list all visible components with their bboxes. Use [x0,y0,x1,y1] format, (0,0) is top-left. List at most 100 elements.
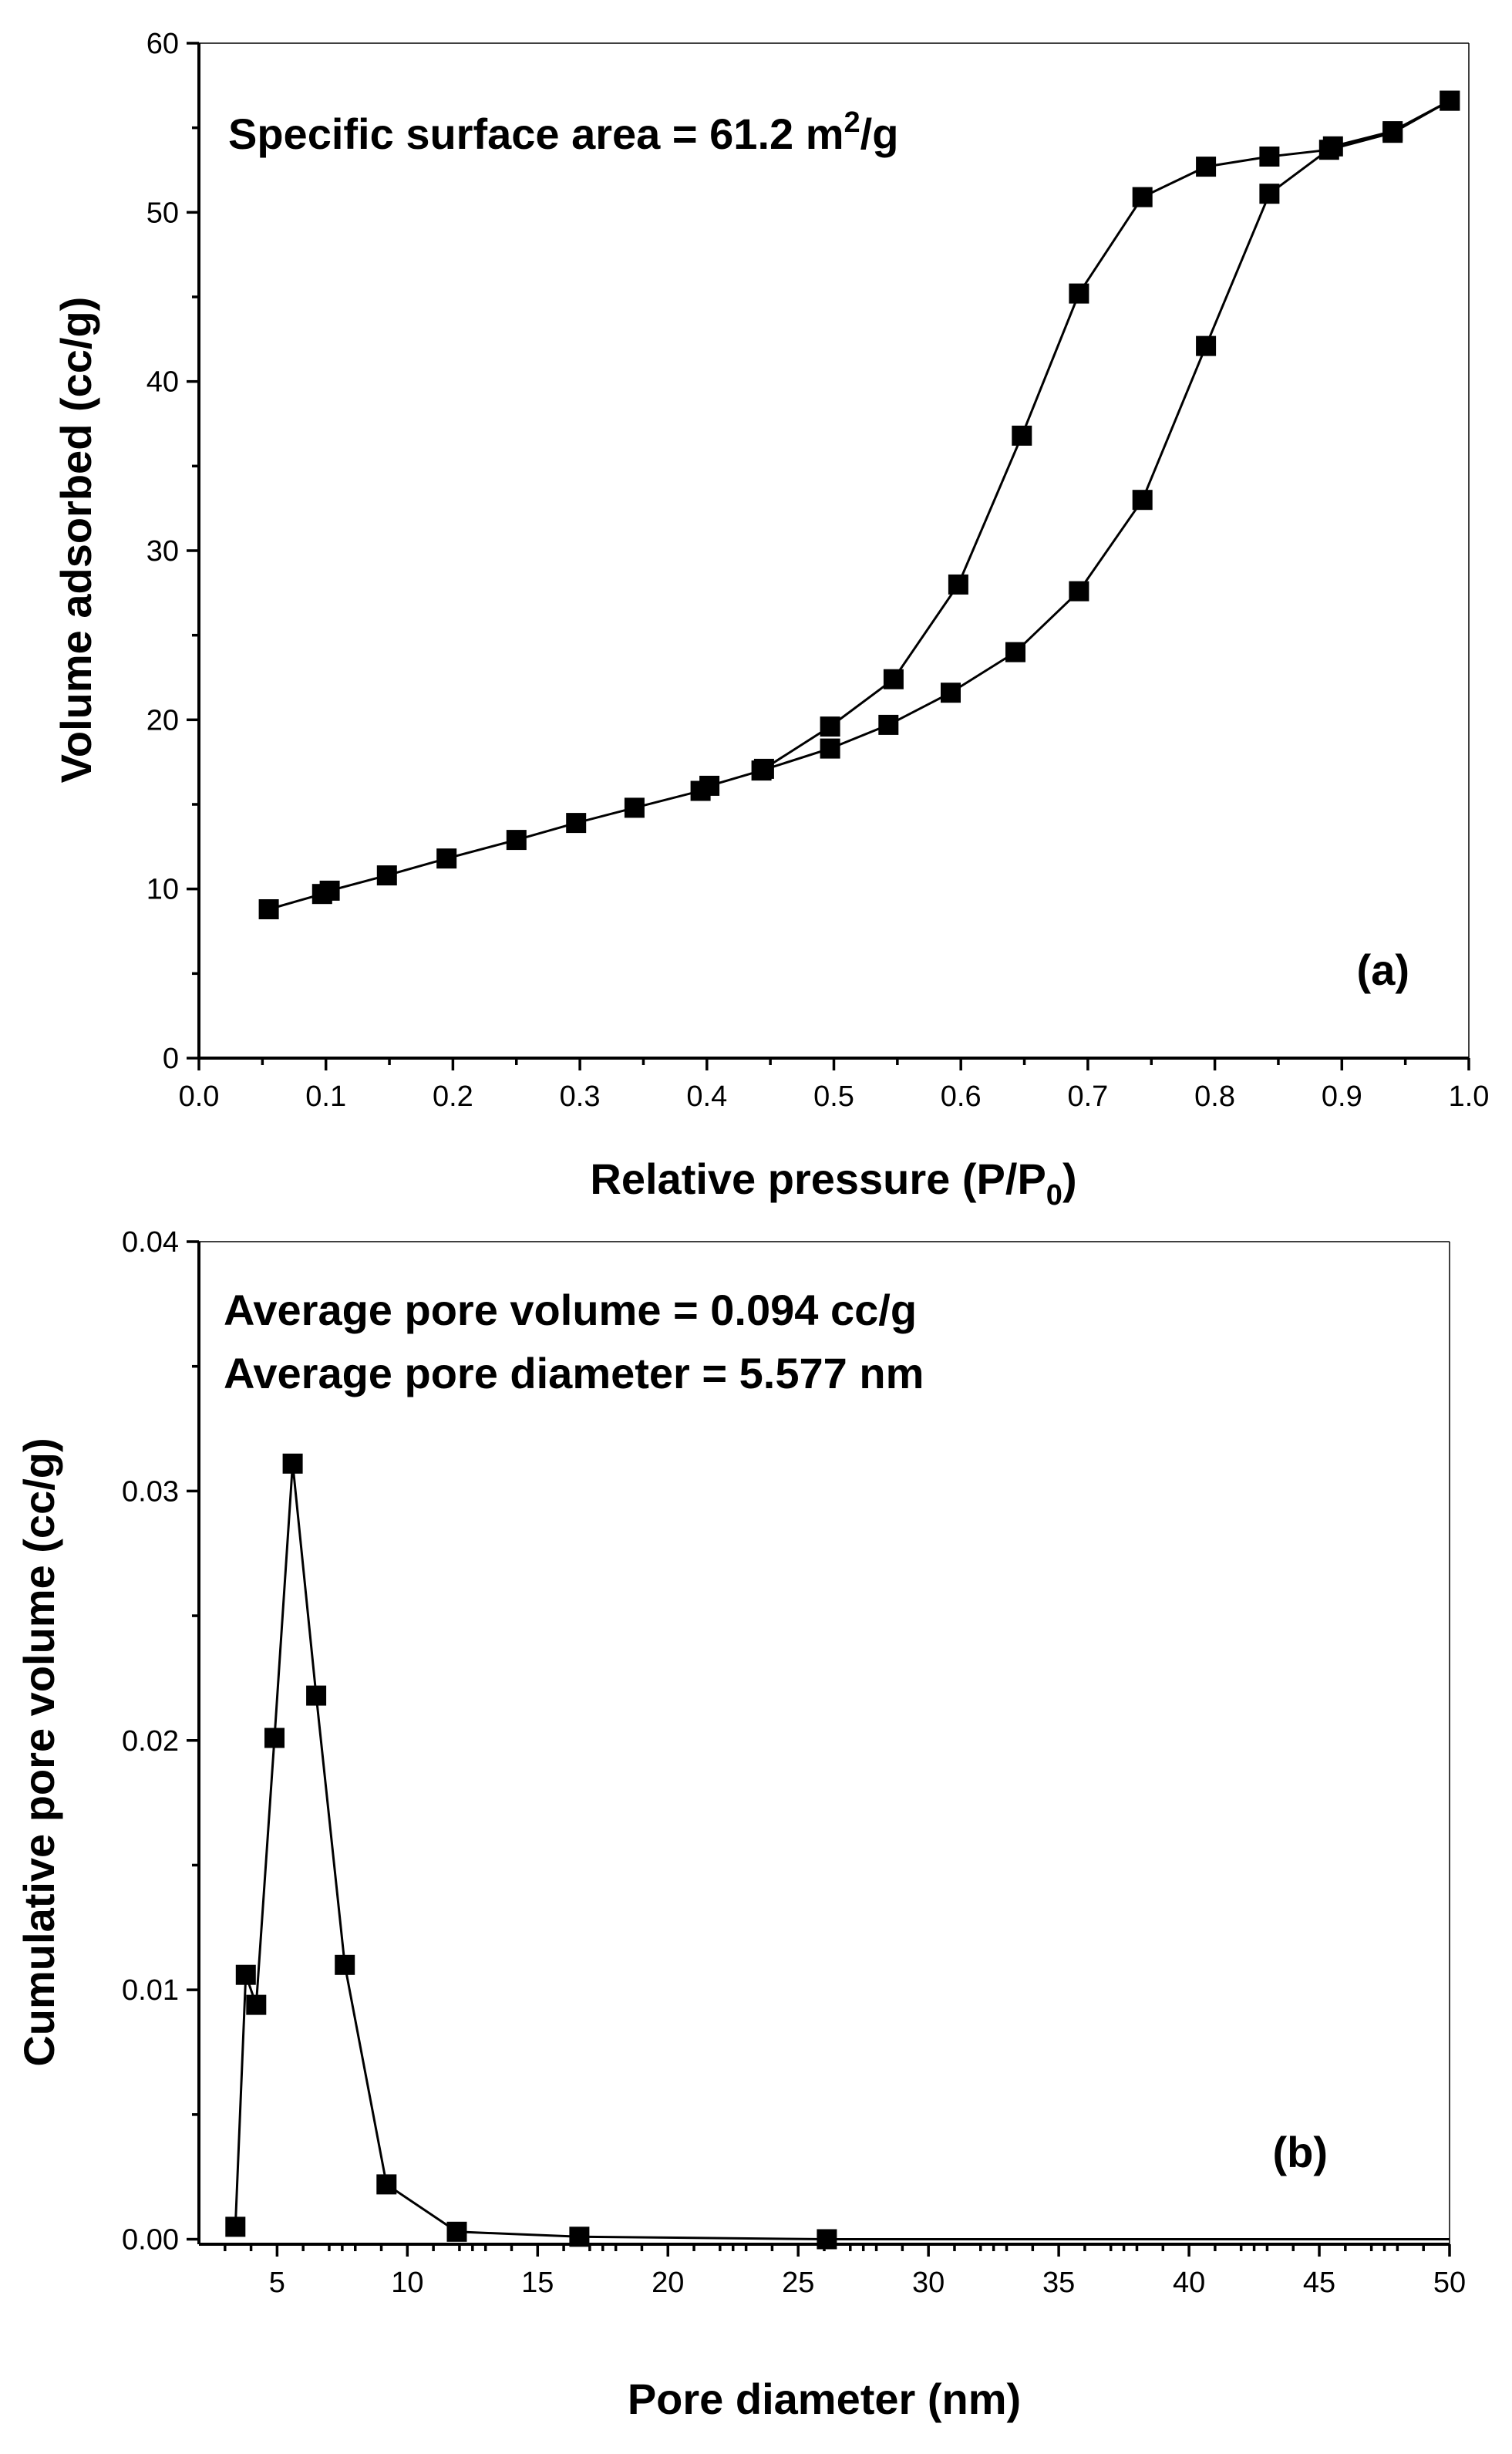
panel-b-data-point [376,2174,397,2195]
panel-b-x-tick-label: 40 [1173,2267,1205,2299]
panel-b-x-tick-label: 25 [782,2267,814,2299]
panel-b-series-line [234,1463,1450,2240]
panel-a-data-point [820,716,840,737]
panel-a-data-point [1132,490,1153,511]
panel-b-data-point [282,1453,303,1474]
panel-a-data-point [1132,187,1153,207]
panel-a-data-point [753,758,774,779]
panel-b-x-tick-label: 35 [1042,2267,1075,2299]
panel-a-y-tick-label: 30 [146,535,179,568]
panel-a-data-point [1069,581,1089,602]
panel-a-y-tick-label: 20 [146,704,179,737]
panel-a-y-tick-label: 0 [163,1043,179,1075]
panel-b-x-tick-label: 30 [912,2267,945,2299]
panel-a-ticks [187,42,1470,1070]
panel-a-annotation-superscript: 2 [844,106,860,139]
panel-a-data-point [566,813,587,834]
panel-b-x-tick-label: 20 [652,2267,684,2299]
panel-a-x-tick-label: 0.9 [1322,1080,1362,1113]
panel-a-x-axis-title-main: Relative pressure (P/P [590,1155,1046,1203]
panel-a-data-point [820,738,840,759]
panel-b-annotation-line-2: Average pore diameter = 5.577 nm [224,1349,924,1397]
panel-a-y-axis-title: Volume adsorbed (cc/g) [52,297,100,784]
panel-a-data-point [1069,283,1089,304]
panel-a-data-point [1259,147,1280,167]
panel-a-x-tick-label: 0.5 [813,1080,854,1113]
panel-a-x-tick-label: 1.0 [1449,1080,1490,1113]
panel-a-x-tick-label: 0.2 [433,1080,473,1113]
panel-a-x-tick-label: 0.4 [686,1080,727,1113]
panel-b-y-axis-title: Cumulative pore volume (cc/g) [15,1438,63,2066]
panel-a-series-line [268,99,1451,911]
panel-a-data-point [258,899,279,919]
panel-a-data-point [1440,90,1460,111]
panel-b-data-point [306,1685,327,1706]
panel-b-y-tick-label: 0.04 [122,1226,179,1259]
panel-a-x-tick-labels: 0.0 0.1 0.2 0.3 0.4 0.5 0.6 0.7 0.8 0.9 1.0 [179,1080,1490,1113]
panel-a-y-tick-label: 60 [146,28,179,60]
panel-b-y-tick-label: 0.02 [122,1725,179,1758]
panel-a-x-axis-title: Relative pressure (P/P0) [590,1155,1076,1212]
panel-a-data-point [883,669,904,689]
panel-a-x-axis-title-subscript: 0 [1046,1179,1062,1212]
panel-b-x-tick-label: 10 [391,2267,423,2299]
panel-b-y-tick-label: 0.01 [122,1974,179,2007]
panel-a-data-point [1012,425,1032,446]
panel-b-data-point [264,1728,285,1748]
panel-a-x-tick-label: 0.3 [560,1080,601,1113]
panel-a-series-line [763,99,1451,770]
panel-b-chart: 0.00 0.01 0.02 0.03 0.04 5 10 15 20 25 30 35 40 45 50… [15,1226,1466,2423]
panel-a-y-tick-labels: 0 10 20 30 40 50 60 [146,28,179,1075]
panel-b-data-point [817,2229,837,2250]
panel-b-x-tick-label: 15 [521,2267,554,2299]
panel-a-annotation: Specific surface area = 61.2 m2/g [228,106,898,158]
panel-b-y-tick-label: 0.03 [122,1475,179,1508]
panel-b-data-point [225,2216,246,2237]
panel-b-x-tick-label: 50 [1433,2267,1466,2299]
panel-a-data-point [1196,157,1217,177]
panel-a-annotation-suffix: /g [860,110,899,158]
panel-a-data-point [1196,335,1217,356]
panel-a-label: (a) [1357,946,1409,994]
panel-a-annotation-prefix: Specific surface area = 61.2 m [228,110,844,158]
panel-b-y-tick-labels: 0.00 0.01 0.02 0.03 0.04 [122,1226,179,2257]
panel-b-y-tick-label: 0.00 [122,2224,179,2257]
panel-b-series [225,1453,1450,2250]
panel-a-y-tick-label: 40 [146,366,179,399]
panel-a-series [258,90,1460,919]
panel-a-data-point [436,848,457,869]
panel-a-data-point [941,683,961,703]
panel-b-ticks [187,1240,1451,2257]
panel-a-y-tick-label: 50 [146,197,179,229]
panel-a-x-tick-label: 0.1 [305,1080,346,1113]
panel-b-data-point [246,1994,267,2015]
panel-a-data-point [878,714,899,735]
panel-a-x-axis-title-end: ) [1062,1155,1077,1203]
panel-a-data-point [948,574,968,595]
panel-a-data-point [699,775,720,796]
panel-b-x-tick-labels: 5 10 15 20 25 30 35 40 45 50 [269,2267,1466,2299]
panel-a-data-point [1382,123,1403,143]
panel-a-y-tick-label: 10 [146,874,179,906]
panel-b-x-tick-label: 45 [1303,2267,1335,2299]
panel-b-data-point [446,2221,467,2242]
panel-a-data-point [319,880,340,901]
panel-a-x-tick-label: 0.6 [941,1080,982,1113]
panel-a-data-point [1259,184,1280,204]
panel-b-data-point [235,1964,256,1985]
panel-b-x-axis-title: Pore diameter (nm) [628,2375,1021,2423]
panel-a-data-point [1005,642,1025,662]
panel-a-data-point [506,830,527,851]
panel-b-label: (b) [1272,2128,1328,2176]
panel-b-x-tick-label: 5 [269,2267,285,2299]
panel-a-x-tick-label: 0.7 [1067,1080,1108,1113]
panel-b-data-point [335,1954,355,1975]
panel-a-data-point [376,865,397,886]
panel-a-x-tick-label: 0.0 [179,1080,220,1113]
panel-a-data-point [624,797,645,818]
panel-b-annotation-line-1: Average pore volume = 0.094 cc/g [224,1286,917,1334]
panel-a-x-tick-label: 0.8 [1194,1080,1235,1113]
panel-a-data-point [1318,140,1339,160]
